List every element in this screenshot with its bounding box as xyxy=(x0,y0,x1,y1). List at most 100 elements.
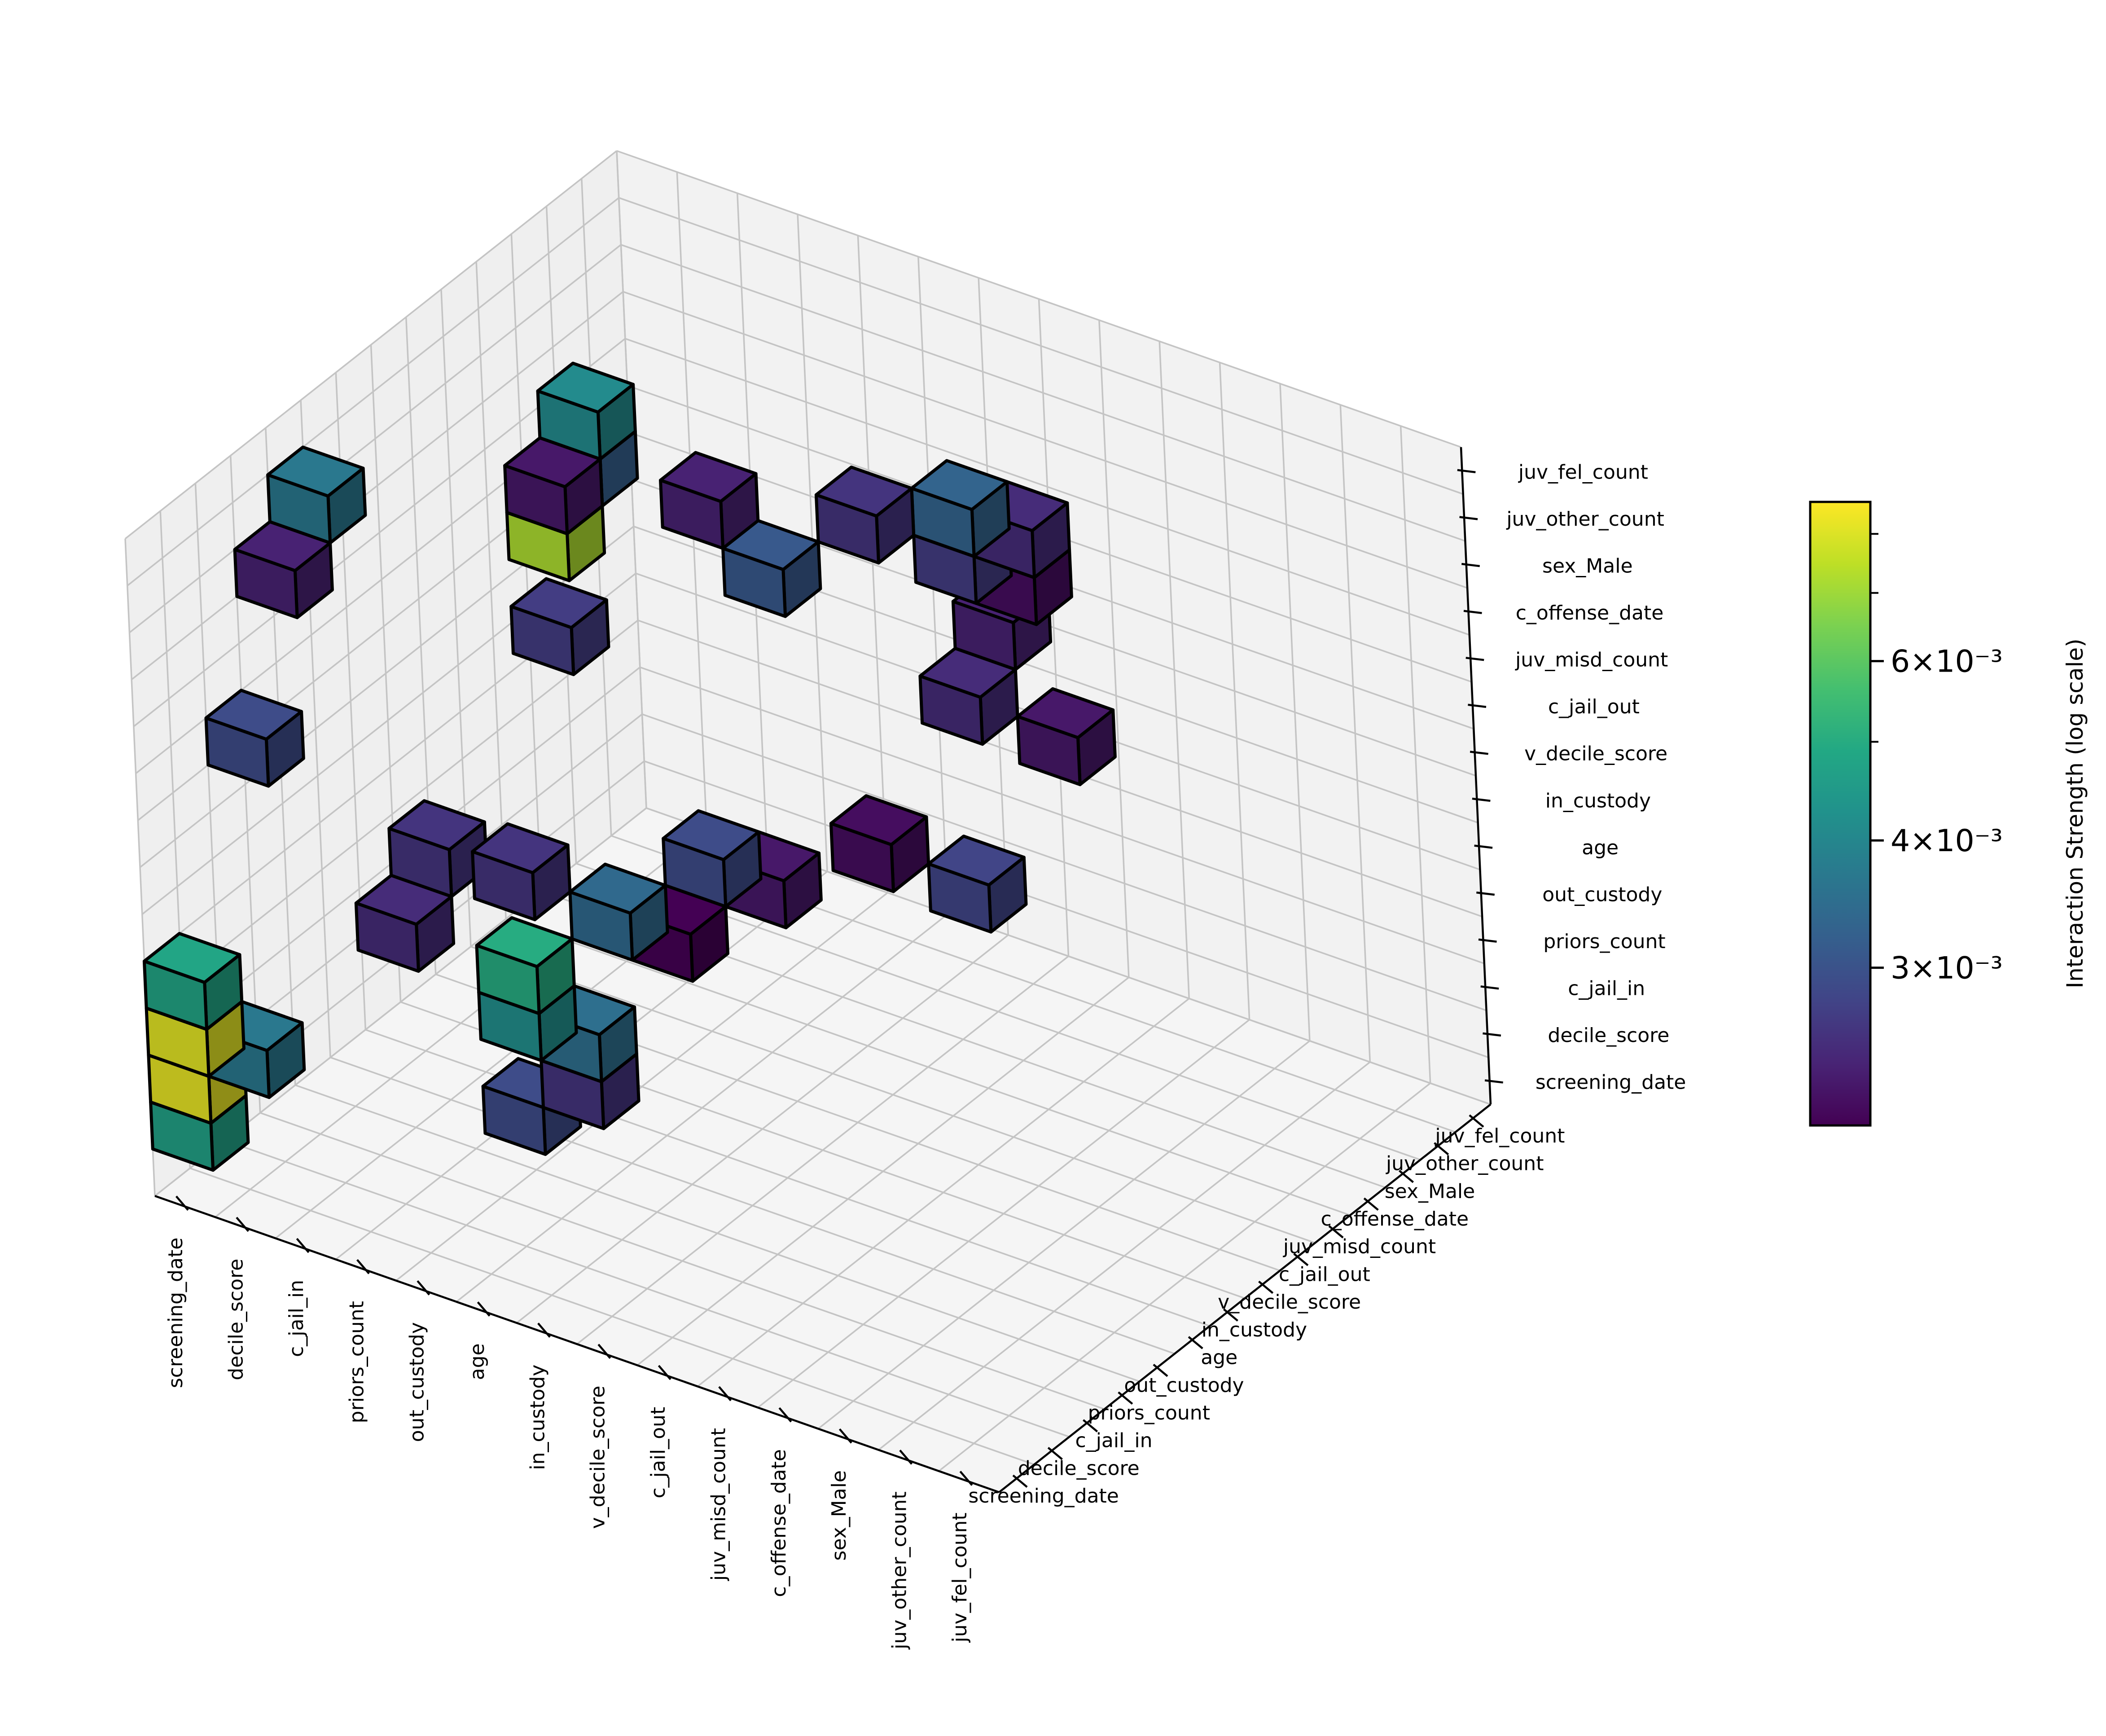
z-axis-line xyxy=(1460,447,1492,1105)
z-tick-label: screening_date xyxy=(1536,1071,1686,1094)
y-tick xyxy=(1258,1280,1274,1294)
floor-gridline xyxy=(697,998,1190,1387)
data-cube xyxy=(503,436,604,536)
back-gridline xyxy=(1219,362,1250,1020)
x-tick xyxy=(477,1301,491,1317)
y-tick-label: age xyxy=(1201,1346,1237,1369)
z-tick xyxy=(1470,751,1488,755)
cube-top-face xyxy=(204,689,303,741)
z-tick-label: decile_score xyxy=(1548,1024,1669,1047)
y-tick-label: decile_score xyxy=(1018,1457,1140,1480)
x-tick-label: juv_fel_count xyxy=(948,1512,971,1643)
left-gridline xyxy=(129,244,622,633)
x-tick-label: sex_Male xyxy=(828,1470,851,1560)
z-tick-label: c_jail_out xyxy=(1548,695,1640,718)
data-cube xyxy=(568,862,669,962)
cube-top-face xyxy=(910,459,1009,511)
cube-top-face xyxy=(354,874,453,926)
x-tick-label: out_custody xyxy=(406,1322,429,1442)
floor-gridline xyxy=(757,1019,1250,1408)
y-tick xyxy=(1328,1225,1344,1239)
y-tick xyxy=(1293,1253,1309,1266)
z-tick-label: juv_misd_count xyxy=(1515,649,1668,672)
x-tick xyxy=(175,1195,189,1211)
colorbar-tick-label: 6×10⁻³ xyxy=(1891,644,2003,680)
z-tick xyxy=(1465,657,1484,661)
data-cube xyxy=(204,689,305,788)
cube-top-face xyxy=(536,361,635,414)
x-tick-label: v_decile_score xyxy=(587,1386,610,1529)
back-gridline xyxy=(1339,404,1371,1062)
back-gridline xyxy=(1098,320,1130,978)
x-tick xyxy=(838,1428,852,1444)
x-tick xyxy=(356,1259,370,1275)
colorbar-gradient xyxy=(1809,501,1872,1127)
y-tick xyxy=(1047,1446,1063,1460)
back-gridline xyxy=(1158,341,1190,999)
y-tick-label: priors_count xyxy=(1088,1402,1210,1424)
cube-top-face xyxy=(503,436,602,488)
y-tick-label: c_jail_in xyxy=(1075,1429,1153,1452)
z-tick xyxy=(1474,844,1493,849)
x-tick xyxy=(296,1238,310,1253)
cube-top-face xyxy=(659,451,758,503)
data-cubes xyxy=(142,361,1117,1172)
cube-top-face xyxy=(471,822,570,875)
x-tick-label: priors_count xyxy=(345,1301,368,1423)
data-cube xyxy=(354,874,456,973)
cube-top-face xyxy=(1016,687,1115,739)
floor-gridline xyxy=(636,976,1129,1366)
left-gridline xyxy=(131,291,624,681)
z-tick xyxy=(1478,938,1497,943)
data-cube xyxy=(1016,687,1117,787)
x-tick xyxy=(658,1365,671,1380)
x-tick xyxy=(597,1344,611,1359)
z-tick-label: juv_other_count xyxy=(1506,508,1664,531)
y-tick xyxy=(1012,1474,1028,1488)
z-tick-label: out_custody xyxy=(1542,883,1662,906)
cube-top-face xyxy=(233,520,332,572)
floor-gridline xyxy=(938,1082,1431,1472)
y-tick xyxy=(1469,1114,1484,1128)
y-tick-label: juv_other_count xyxy=(1386,1152,1544,1175)
colorbar-tick-label: 3×10⁻³ xyxy=(1891,951,2003,986)
z-tick xyxy=(1483,1032,1501,1037)
z-tick xyxy=(1457,469,1476,474)
cube-top-face xyxy=(568,862,667,915)
data-cube xyxy=(537,984,638,1083)
back-gridline xyxy=(619,197,1464,495)
x-tick xyxy=(778,1407,792,1423)
left-gridline xyxy=(127,197,619,586)
x-tick-label: screening_date xyxy=(164,1238,187,1389)
x-axis-line xyxy=(154,1195,1000,1494)
z-tick xyxy=(1461,563,1480,567)
cube-top-face xyxy=(475,916,574,968)
cube-top-face xyxy=(918,646,1017,699)
y-tick-label: out_custody xyxy=(1124,1374,1244,1397)
data-cube xyxy=(829,794,930,893)
x-tick xyxy=(236,1217,250,1232)
x-tick xyxy=(959,1471,973,1486)
data-cube xyxy=(721,519,822,618)
data-cube xyxy=(659,451,760,550)
colorbar-label: Interaction Strength (log scale) xyxy=(2062,638,2088,988)
x-tick-label: c_offense_date xyxy=(768,1449,790,1597)
data-cube xyxy=(927,835,1028,934)
x-tick-label: in_custody xyxy=(526,1364,549,1470)
y-tick-label: c_offense_date xyxy=(1321,1208,1469,1231)
axes-lines xyxy=(154,447,1503,1494)
back-gridline xyxy=(625,338,1470,636)
y-tick xyxy=(1363,1197,1379,1211)
cube-top-face xyxy=(142,932,241,984)
floor-gridline xyxy=(817,1040,1311,1429)
z-tick-label: v_decile_score xyxy=(1524,743,1667,765)
floor-gridline xyxy=(470,945,1316,1244)
cube-top-face xyxy=(829,794,928,846)
cube-top-face xyxy=(266,445,365,498)
z-tick xyxy=(1484,1079,1503,1084)
cube-top-face xyxy=(387,799,486,852)
z-tick-label: c_offense_date xyxy=(1516,602,1664,624)
colorbar-tick-label: 4×10⁻³ xyxy=(1891,823,2003,859)
